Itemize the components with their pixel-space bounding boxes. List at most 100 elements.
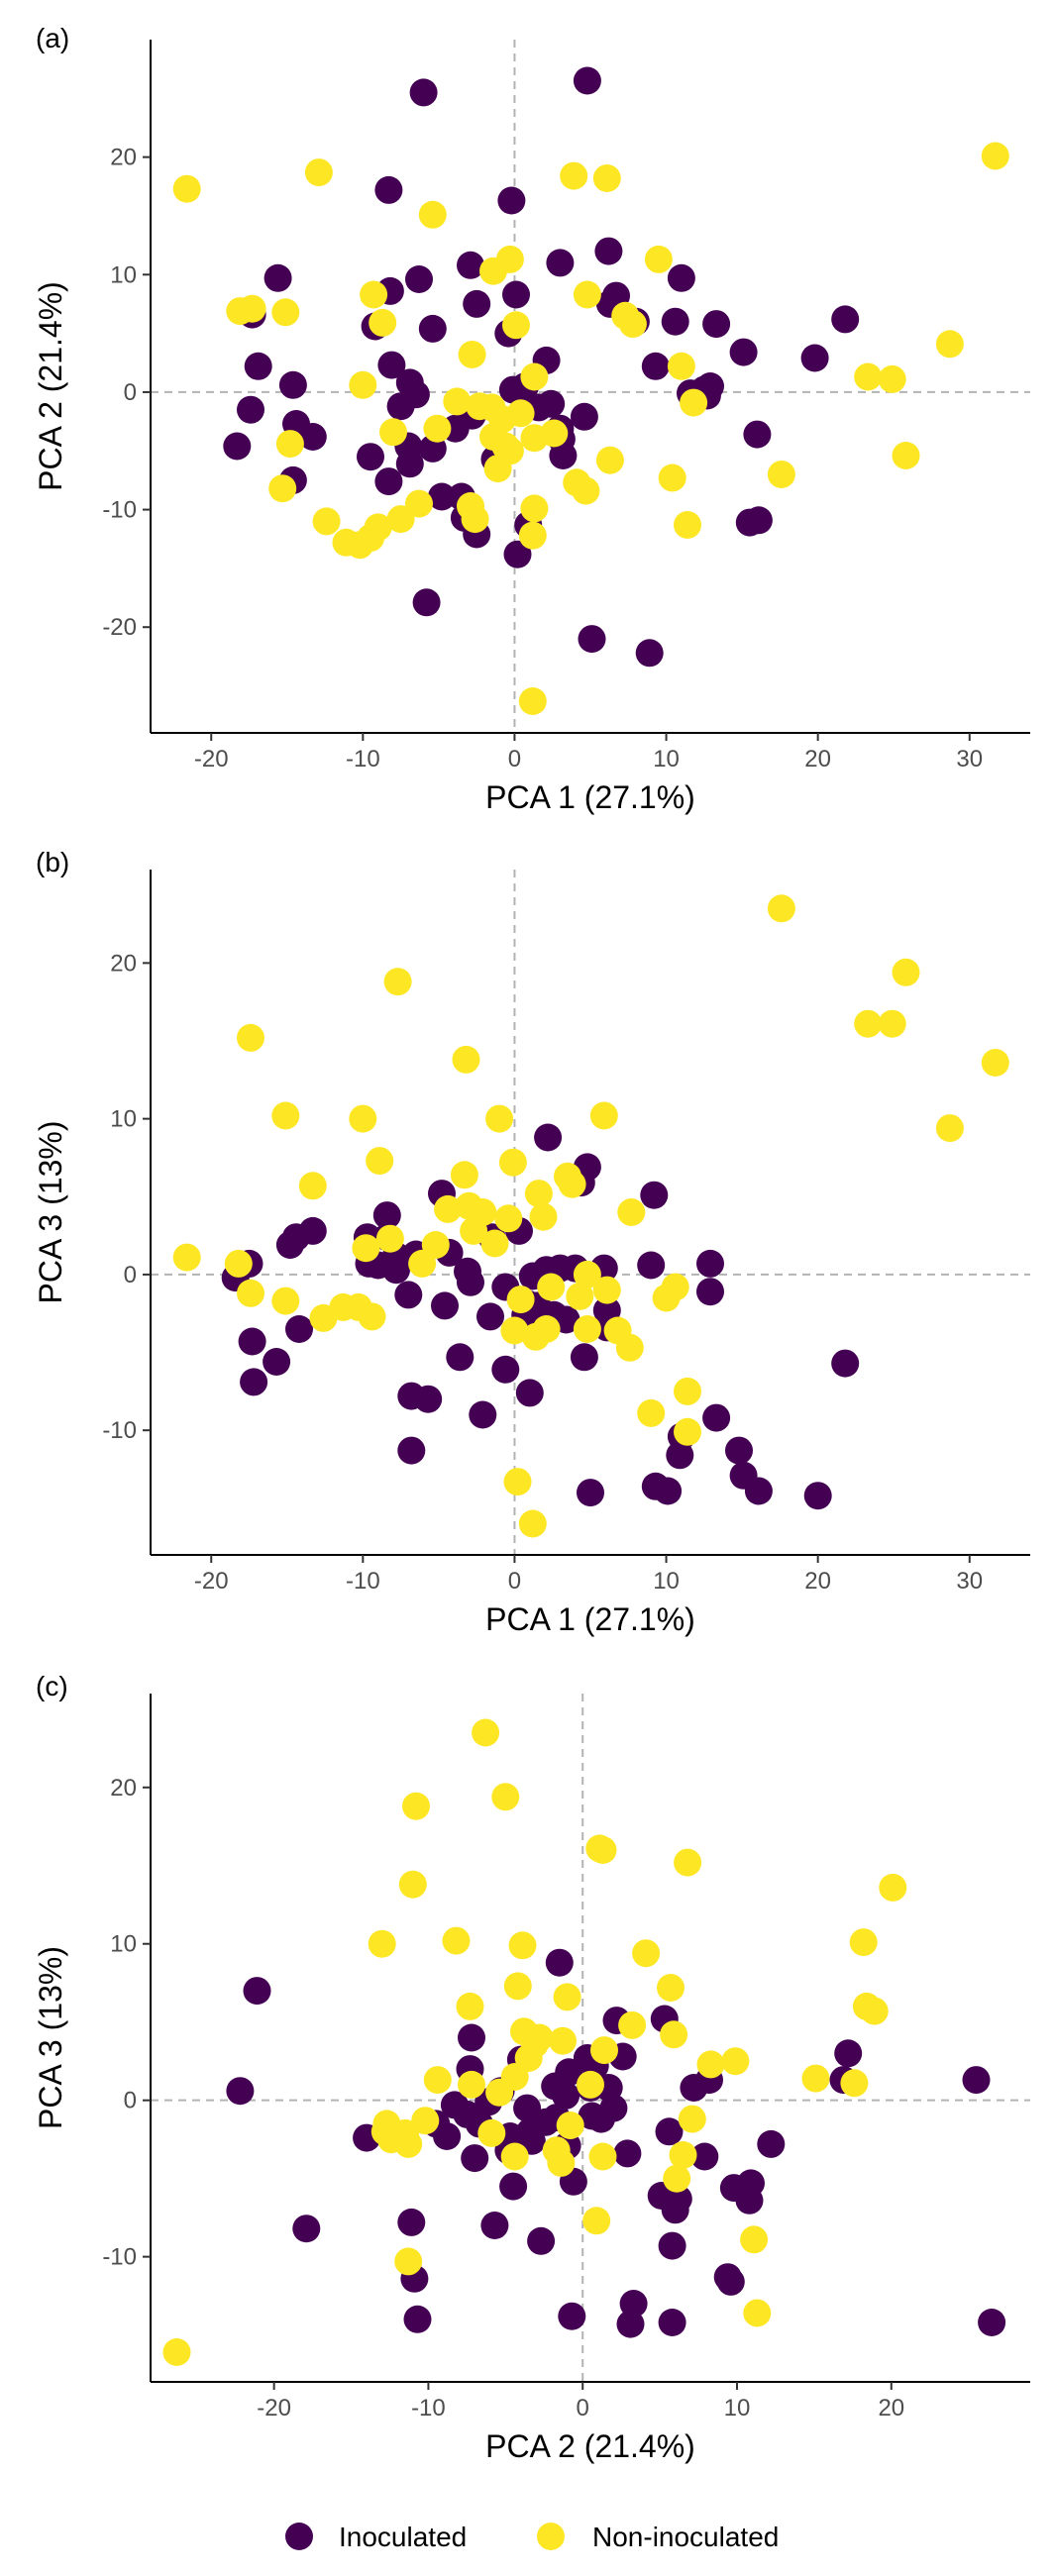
point-inoculated xyxy=(702,310,731,339)
point-inoculated xyxy=(357,443,384,471)
point-non-inoculated xyxy=(674,1377,701,1405)
x-tick-label: 20 xyxy=(804,746,831,773)
y-tick-label: 20 xyxy=(110,950,137,977)
point-non-inoculated xyxy=(352,1234,380,1263)
x-tick-label: 20 xyxy=(804,1568,831,1595)
x-tick-label: -10 xyxy=(346,746,380,773)
point-non-inoculated xyxy=(767,894,795,923)
point-inoculated xyxy=(463,289,491,318)
point-inoculated xyxy=(243,1977,271,2006)
point-non-inoculated xyxy=(878,1009,906,1038)
point-non-inoculated xyxy=(477,2118,506,2147)
point-non-inoculated xyxy=(304,158,333,187)
point-non-inoculated xyxy=(237,1023,264,1052)
point-inoculated xyxy=(578,625,606,654)
point-non-inoculated xyxy=(456,1992,484,2020)
x-tick-label: 0 xyxy=(508,1568,521,1595)
point-inoculated xyxy=(461,2144,489,2173)
point-inoculated xyxy=(395,368,424,397)
point-inoculated xyxy=(458,2023,485,2052)
point-non-inoculated xyxy=(375,1224,404,1253)
point-inoculated xyxy=(725,1436,753,1465)
point-non-inoculated xyxy=(663,2164,691,2193)
point-inoculated xyxy=(658,2309,686,2336)
point-non-inoculated xyxy=(224,1249,253,1278)
point-inoculated xyxy=(226,2077,255,2106)
y-tick-label: -10 xyxy=(102,2244,137,2271)
point-non-inoculated xyxy=(275,430,304,459)
point-non-inoculated xyxy=(312,507,341,536)
point-non-inoculated xyxy=(879,1873,907,1902)
point-non-inoculated xyxy=(483,455,512,483)
point-inoculated xyxy=(637,1251,666,1280)
point-non-inoculated xyxy=(660,2020,688,2049)
point-inoculated xyxy=(433,2122,462,2150)
legend-label-inoculated: Inoculated xyxy=(339,2522,467,2552)
legend-label-non-inoculated: Non-inoculated xyxy=(592,2522,779,2552)
point-non-inoculated xyxy=(532,1315,561,1343)
point-inoculated xyxy=(244,352,272,380)
point-inoculated xyxy=(457,1268,484,1296)
point-inoculated xyxy=(414,1385,443,1413)
point-inoculated xyxy=(655,2117,684,2146)
y-tick-label: 20 xyxy=(110,145,137,171)
point-non-inoculated xyxy=(572,476,600,505)
point-non-inoculated xyxy=(500,1316,529,1345)
point-non-inoculated xyxy=(271,298,300,327)
x-axis-title: PCA 1 (27.1%) xyxy=(485,1601,695,1637)
point-inoculated xyxy=(729,338,758,366)
point-inoculated xyxy=(570,1343,598,1372)
point-non-inoculated xyxy=(854,362,883,391)
point-non-inoculated xyxy=(589,1101,618,1130)
point-non-inoculated xyxy=(560,161,588,190)
point-inoculated xyxy=(577,1479,604,1507)
point-non-inoculated xyxy=(981,142,1009,170)
point-inoculated xyxy=(403,2305,432,2333)
point-non-inoculated xyxy=(981,1049,1009,1077)
point-non-inoculated xyxy=(271,1101,300,1130)
point-non-inoculated xyxy=(480,1229,509,1258)
point-non-inoculated xyxy=(588,1836,617,1864)
point-non-inoculated xyxy=(503,1972,532,2001)
x-tick-label: 10 xyxy=(653,1568,680,1595)
point-inoculated xyxy=(240,1368,268,1396)
point-inoculated xyxy=(696,1249,724,1278)
point-non-inoculated xyxy=(935,330,964,359)
y-tick-label: 0 xyxy=(124,2088,137,2114)
point-non-inoculated xyxy=(680,388,708,417)
point-inoculated xyxy=(831,1349,860,1378)
point-inoculated xyxy=(558,2302,586,2330)
point-non-inoculated xyxy=(674,1417,701,1446)
point-non-inoculated xyxy=(434,1194,463,1223)
point-non-inoculated xyxy=(577,2070,604,2099)
point-inoculated xyxy=(658,2231,686,2260)
point-non-inoculated xyxy=(506,399,535,428)
point-non-inoculated xyxy=(500,2142,529,2171)
point-non-inoculated xyxy=(588,2142,617,2171)
point-inoculated xyxy=(372,1201,401,1230)
point-inoculated xyxy=(573,66,601,95)
y-tick-label: -20 xyxy=(102,614,137,641)
point-non-inoculated xyxy=(458,2070,485,2099)
point-non-inoculated xyxy=(383,968,412,996)
point-non-inoculated xyxy=(892,442,920,469)
point-non-inoculated xyxy=(537,1273,566,1301)
point-inoculated xyxy=(412,588,441,617)
point-inoculated xyxy=(298,423,327,451)
point-non-inoculated xyxy=(658,464,686,492)
point-inoculated xyxy=(405,265,433,293)
point-non-inoculated xyxy=(573,1260,601,1288)
point-non-inoculated xyxy=(394,2247,423,2276)
x-tick-label: 10 xyxy=(724,2395,751,2421)
point-inoculated xyxy=(716,2267,745,2296)
point-non-inoculated xyxy=(592,164,621,192)
point-non-inoculated xyxy=(892,958,920,986)
point-non-inoculated xyxy=(402,1792,430,1820)
point-non-inoculated xyxy=(592,1276,621,1304)
point-inoculated xyxy=(613,2139,642,2168)
point-inoculated xyxy=(292,2215,321,2243)
x-tick-label: -10 xyxy=(411,2395,446,2421)
point-non-inoculated xyxy=(162,2338,191,2366)
point-non-inoculated xyxy=(423,414,452,443)
